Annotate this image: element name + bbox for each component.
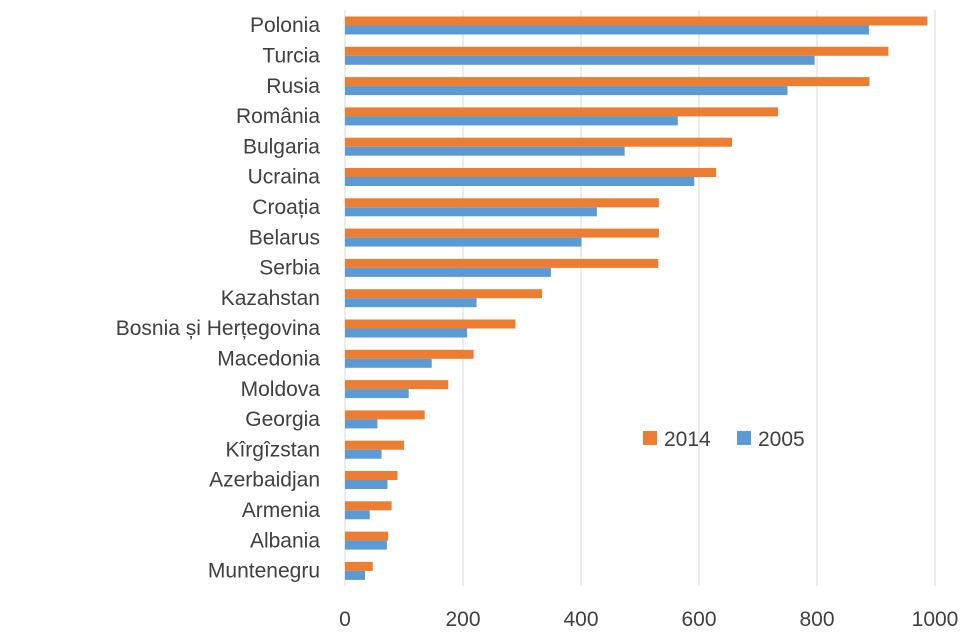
legend-swatch-2014	[643, 431, 657, 445]
bar-2005-polonia	[345, 25, 869, 35]
category-label-muntenegru: Muntenegru	[208, 560, 320, 583]
bar-2005-serbia	[345, 267, 551, 277]
bar-2014-armenia	[345, 501, 392, 511]
bar-2005-muntenegru	[345, 570, 366, 580]
bar-2014-kazahstan	[345, 289, 543, 299]
bar-2014-ucraina	[345, 168, 717, 177]
category-label-romania: România	[236, 105, 320, 128]
bar-2005-georgia	[345, 419, 378, 429]
category-label-moldova: Moldova	[241, 378, 321, 401]
legend-label-2014: 2014	[664, 428, 711, 451]
category-label-georgia: Georgia	[245, 408, 320, 431]
bar-2005-bosnia-si-hertegovina	[345, 328, 468, 338]
category-label-bulgaria: Bulgaria	[243, 135, 320, 158]
bar-2014-kirgizstan	[345, 440, 404, 450]
category-label-kazahstan: Kazahstan	[221, 287, 320, 310]
bar-2014-serbia	[345, 258, 659, 268]
bar-2014-belarus	[345, 228, 659, 238]
bar-2014-polonia	[345, 16, 928, 26]
legend-swatch-2005	[737, 431, 751, 445]
legend-label-2005: 2005	[758, 428, 805, 451]
category-label-croatia: Croația	[252, 196, 320, 219]
category-labels: Polonia Turcia Rusia România Bulgaria Ucraina…	[116, 14, 321, 582]
bar-2014-bulgaria	[345, 137, 733, 147]
bar-2014-rusia	[345, 77, 870, 87]
category-label-turcia: Turcia	[262, 44, 320, 67]
x-tick-label: 200	[445, 608, 480, 631]
bar-2005-croatia	[345, 207, 597, 217]
x-tick-label: 400	[563, 608, 598, 631]
category-label-ucraina: Ucraina	[248, 166, 321, 189]
x-axis-tick-labels: 0 200 400 600 800 1000	[339, 608, 958, 631]
category-label-azerbaidjan: Azerbaidjan	[209, 469, 320, 492]
bar-2005-albania	[345, 540, 387, 550]
x-tick-label: 1000	[912, 608, 959, 631]
bar-2014-azerbaidjan	[345, 471, 398, 480]
category-label-macedonia: Macedonia	[217, 347, 320, 370]
bar-2005-ucraina	[345, 177, 695, 186]
bar-2014-muntenegru	[345, 561, 373, 571]
bar-2005-rusia	[345, 86, 788, 96]
category-label-belarus: Belarus	[249, 226, 320, 249]
bars	[345, 16, 928, 580]
gridlines	[344, 10, 936, 586]
bar-2005-armenia	[345, 510, 370, 520]
x-tick-label: 800	[799, 608, 834, 631]
bar-2005-azerbaidjan	[345, 480, 388, 489]
bar-2005-belarus	[345, 237, 582, 247]
bar-2005-turcia	[345, 55, 815, 65]
x-tick-label: 600	[681, 608, 716, 631]
bar-2005-macedonia	[345, 358, 432, 368]
category-label-polonia: Polonia	[250, 14, 320, 37]
bar-2005-kazahstan	[345, 298, 477, 308]
x-tick-label: 0	[339, 608, 351, 631]
legend: 2014 2005	[643, 428, 805, 451]
bar-2014-albania	[345, 531, 389, 541]
category-label-albania: Albania	[250, 529, 320, 552]
category-label-serbia: Serbia	[259, 257, 320, 280]
bar-2005-moldova	[345, 389, 409, 399]
bar-2014-georgia	[345, 410, 425, 420]
category-label-armenia: Armenia	[242, 499, 321, 522]
category-label-rusia: Rusia	[266, 75, 320, 98]
bar-2014-moldova	[345, 380, 449, 390]
bar-2014-turcia	[345, 46, 889, 56]
bar-2014-macedonia	[345, 349, 474, 359]
category-label-kirgizstan: Kîrgîzstan	[225, 438, 320, 461]
bar-2014-romania	[345, 107, 779, 117]
bar-2005-bulgaria	[345, 146, 625, 156]
bar-2014-croatia	[345, 198, 659, 208]
bar-2014-bosnia-si-hertegovina	[345, 319, 516, 329]
bar-2005-kirgizstan	[345, 449, 382, 459]
bar-2005-romania	[345, 116, 678, 126]
category-label-bosnia-si-hertegovina: Bosnia și Herțegovina	[116, 317, 321, 340]
